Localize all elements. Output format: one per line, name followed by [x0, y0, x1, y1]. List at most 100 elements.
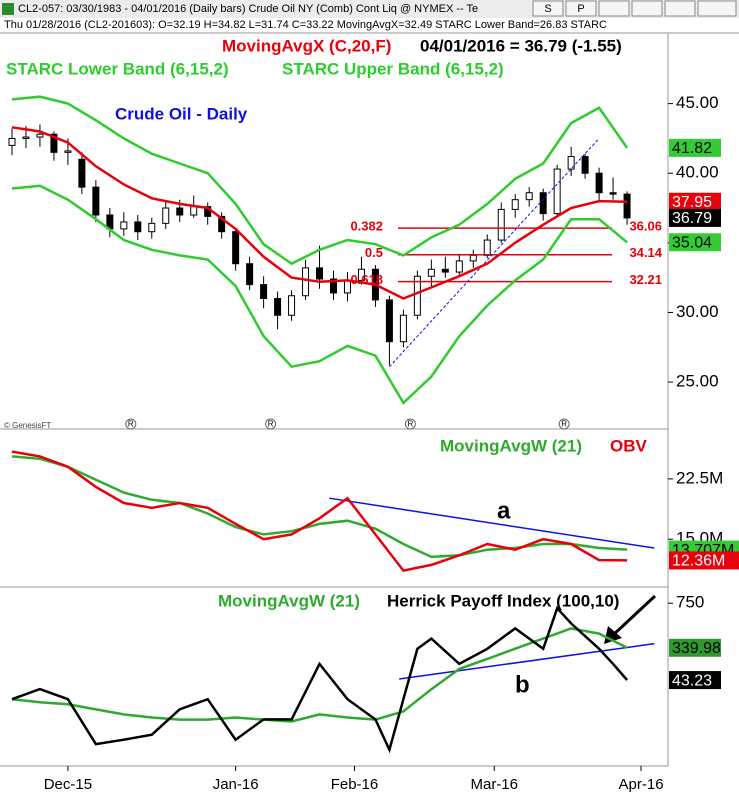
- button[interactable]: [697, 0, 737, 17]
- legend-entry: MovingAvgW (21): [440, 436, 582, 455]
- fib-value: 34.14: [629, 245, 662, 260]
- price-marker-label: 41.82: [672, 140, 712, 157]
- price-marker-label: 37.95: [672, 194, 712, 211]
- event-marker: [404, 418, 416, 430]
- y-tick-label: 25.00: [676, 372, 719, 391]
- candle-body: [469, 254, 477, 262]
- candle-body: [399, 314, 407, 343]
- annotation: a: [497, 497, 511, 524]
- candle-body: [302, 267, 310, 297]
- event-label: R: [561, 420, 567, 429]
- candle-body: [288, 295, 296, 316]
- candle-body: [218, 215, 226, 233]
- candle-body: [36, 133, 44, 138]
- annotation: b: [515, 671, 530, 698]
- button[interactable]: [532, 0, 564, 17]
- candle-body: [232, 231, 240, 265]
- button[interactable]: [631, 0, 663, 17]
- y-tick-label: 22.5M: [676, 468, 723, 487]
- legend-entry: Herrick Payoff Index (100,10): [387, 591, 619, 610]
- candle-body: [246, 263, 254, 286]
- candle-body: [581, 156, 589, 174]
- button[interactable]: [598, 0, 630, 17]
- button-label[interactable]: P: [577, 3, 584, 15]
- last-label: 04/01/2016 = 36.79 (-1.55): [420, 36, 622, 55]
- candle-body: [483, 239, 491, 256]
- series-line: [11, 126, 628, 300]
- event-label: R: [128, 420, 134, 429]
- arrow: [610, 594, 657, 638]
- series-line: [11, 95, 629, 266]
- button-label[interactable]: S: [544, 3, 551, 15]
- candle-body: [497, 208, 505, 241]
- window-title: CL2-057: 03/30/1983 - 04/01/2016 (Daily …: [18, 3, 478, 15]
- event-label: R: [407, 420, 413, 429]
- candle-body: [134, 221, 142, 233]
- button[interactable]: [565, 0, 597, 17]
- legend-entry: MovingAvgW (21): [218, 591, 360, 610]
- event-label: R: [268, 420, 274, 429]
- price-marker: [669, 192, 721, 211]
- x-tick-label: Apr-16: [619, 776, 664, 793]
- candle-body: [441, 268, 449, 273]
- candle-body: [525, 192, 533, 201]
- legend-entry: STARC Upper Band (6,15,2): [282, 59, 504, 78]
- price-marker: [669, 233, 721, 252]
- candle-body: [623, 193, 631, 219]
- candle-body: [148, 222, 156, 233]
- candle-body: [455, 260, 463, 273]
- x-tick-label: Jan-16: [213, 776, 259, 793]
- price-marker-label: 35.04: [672, 234, 712, 251]
- legend-entry: OBV: [610, 436, 648, 455]
- price-marker: [669, 208, 721, 227]
- x-tick-label: Mar-16: [470, 776, 518, 793]
- candle-body: [274, 298, 282, 316]
- candle-body: [260, 284, 268, 300]
- price-marker: [669, 551, 739, 570]
- y-tick-label: 30.00: [676, 302, 719, 321]
- series-line: [11, 605, 629, 754]
- button[interactable]: [664, 0, 696, 17]
- x-tick-label: Dec-15: [44, 776, 92, 793]
- credit: © GenesisFT: [4, 421, 51, 430]
- price-marker-label: 36.79: [672, 210, 712, 227]
- candle-body: [357, 268, 365, 281]
- candle-body: [330, 278, 337, 294]
- candle-body: [539, 192, 547, 215]
- fib-value: 32.21: [629, 272, 662, 287]
- candle-body: [120, 221, 128, 230]
- candle-body: [78, 158, 86, 188]
- info-line: Thu 01/28/2016 (CL2-201603): O=32.19 H=3…: [4, 19, 607, 31]
- candle-body: [8, 137, 16, 146]
- candle-body: [553, 168, 561, 215]
- price-marker-label: 339.98: [672, 640, 721, 657]
- y-tick-label: 45.00: [676, 93, 719, 112]
- chart-title: Crude Oil - Daily: [115, 104, 248, 123]
- app-icon: [2, 3, 14, 15]
- series-line: [11, 450, 628, 572]
- series-line: [11, 627, 628, 723]
- event-marker: [558, 418, 570, 430]
- candle-body: [190, 206, 198, 216]
- event-marker: [265, 418, 277, 430]
- candle-body: [22, 136, 30, 139]
- price-marker: [669, 138, 721, 157]
- fib-label: 0.382: [350, 219, 383, 234]
- fib-label: 0.5: [365, 245, 383, 260]
- price-marker: [669, 638, 721, 657]
- fib-value: 36.06: [629, 219, 662, 234]
- price-marker-label: 12.36M: [672, 553, 725, 570]
- candle-body: [567, 156, 575, 170]
- x-tick-label: Feb-16: [331, 776, 379, 793]
- candle-body: [609, 192, 617, 195]
- y-tick-label: 40.00: [676, 163, 719, 182]
- candle-body: [427, 268, 435, 277]
- candle-body: [595, 172, 603, 194]
- trendline: [389, 138, 600, 368]
- trendline: [399, 642, 655, 680]
- candle-body: [413, 275, 421, 316]
- series-line: [11, 184, 628, 405]
- event-marker: [125, 418, 137, 430]
